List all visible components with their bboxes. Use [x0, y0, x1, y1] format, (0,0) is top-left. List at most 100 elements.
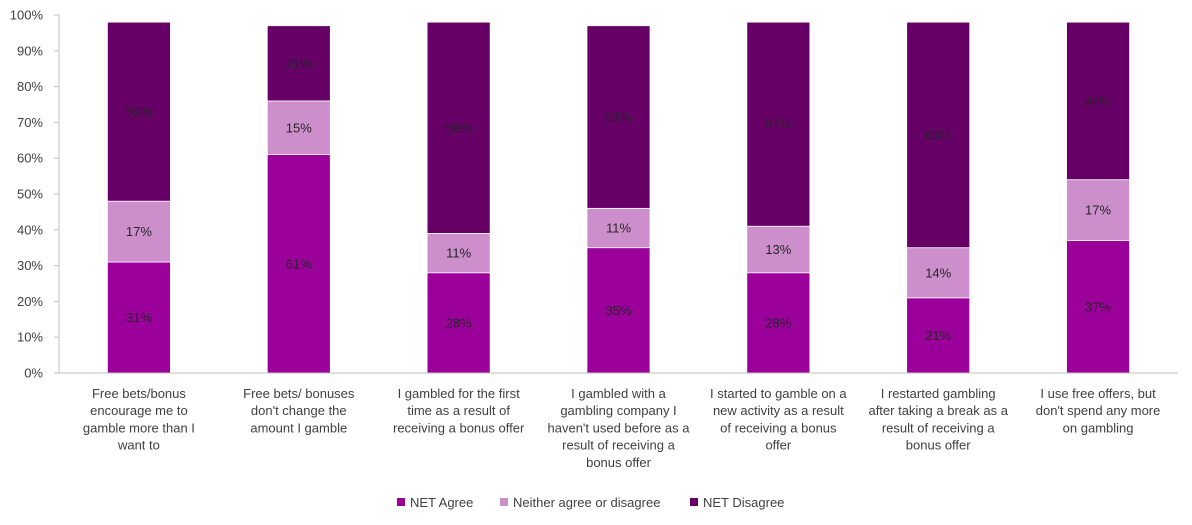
y-axis: 0% 10% 20% 30% 40% 50% 60% 70% 80% 90% 100% [10, 8, 60, 381]
y-tick-label: 40% [17, 222, 43, 237]
y-tick-label: 100% [10, 8, 44, 23]
bar-segment [906, 247, 971, 299]
bar-segment [1066, 240, 1130, 374]
data-label: 28% [446, 315, 472, 330]
x-category-label-line: don't spend any more [1036, 403, 1161, 418]
bar-segment [1066, 21, 1130, 181]
data-label: 11% [606, 221, 631, 236]
x-category-label-line: bonus offer [906, 438, 971, 453]
x-category-label-line: I use free offers, but [1040, 386, 1156, 401]
legend-item: NET Disagree [690, 495, 784, 510]
bar-stack: 28% 11% 59% [426, 21, 491, 374]
bar-segment [266, 100, 331, 155]
x-category-label-line: Free bets/ bonuses [243, 386, 355, 401]
legend-swatch [500, 498, 508, 506]
bar-segment [426, 272, 491, 374]
data-label: 17% [126, 224, 152, 239]
data-label: 21% [286, 56, 312, 71]
y-tick-label: 80% [17, 79, 43, 94]
bar-segment [426, 21, 491, 234]
bar-segment [586, 207, 651, 249]
x-category-label-line: on gambling [1063, 420, 1134, 435]
x-category-label-line: new activity as a result [713, 403, 844, 418]
x-category-label-line: I started to gamble on a [710, 386, 847, 401]
x-category-label-line: don't change the [251, 403, 347, 418]
bar-segment [746, 225, 811, 274]
bar-segment [586, 247, 651, 374]
y-tick-label: 50% [17, 187, 43, 202]
x-category-label: Free bets/ bonuses don't change the amount… [243, 386, 355, 435]
legend-item: NET Agree [397, 495, 473, 510]
x-category-label-line: I gambled with a [571, 386, 666, 401]
y-tick-label: 30% [17, 258, 43, 273]
x-category-label: I gambled with a gambling company I haven'… [548, 386, 691, 470]
y-tick-label: 70% [17, 115, 43, 130]
bar-segment [266, 25, 331, 102]
data-label: 59% [446, 120, 472, 135]
data-label: 17% [1085, 203, 1111, 218]
bars: 31% 17% 50% 61% 15% 21% 28% 11% 59% 35% 11% 51% 28% 1… [107, 21, 1130, 374]
x-category-label-line: result of receiving a [882, 420, 995, 435]
bar-segment [107, 21, 171, 202]
data-label: 50% [126, 104, 152, 119]
bar-stack: 28% 13% 57% [746, 21, 811, 374]
data-label: 35% [605, 303, 631, 318]
data-label: 51% [605, 110, 631, 125]
data-label: 14% [925, 265, 951, 280]
legend-swatch [397, 498, 405, 506]
legend: NET Agree Neither agree or disagree NET Di… [397, 495, 784, 510]
x-category-label-line: I gambled for the first [398, 386, 520, 401]
x-category-label-line: after taking a break as a [868, 403, 1008, 418]
x-category-label-line: gambling company I [560, 403, 676, 418]
x-category-label-line: Free bets/bonus [92, 386, 186, 401]
x-category-label-line: amount I gamble [250, 420, 347, 435]
bar-segment [906, 297, 971, 374]
x-category-label-line: gamble more than I [83, 420, 195, 435]
y-tick-label: 90% [17, 43, 43, 58]
bar-segment [107, 261, 171, 374]
x-category-label: I started to gamble on a new activity as … [710, 386, 847, 453]
x-category-label-line: offer [765, 438, 791, 453]
data-label: 44% [1085, 93, 1111, 108]
bar-stack: 21% 14% 63% [906, 21, 971, 374]
legend-label: NET Disagree [703, 495, 784, 510]
x-category-label-line: time as a result of [407, 403, 510, 418]
data-label: 61% [286, 256, 312, 271]
bar-stack: 37% 17% 44% [1066, 21, 1130, 374]
data-label: 13% [765, 242, 791, 257]
x-category-label-line: want to [117, 438, 160, 453]
x-category-label: I use free offers, but don't spend any mo… [1036, 386, 1161, 435]
data-label: 15% [286, 120, 312, 135]
y-tick-label: 20% [17, 294, 43, 309]
data-label: 28% [765, 315, 791, 330]
bar-segment [746, 21, 811, 227]
data-label: 31% [126, 310, 152, 325]
x-category-label: I gambled for the first time as a result … [393, 386, 525, 435]
data-label: 57% [765, 117, 791, 132]
bar-segment [1066, 179, 1130, 241]
y-tick-label: 60% [17, 151, 43, 166]
x-category-label-line: encourage me to [90, 403, 188, 418]
x-category-label-line: bonus offer [586, 455, 651, 470]
x-category-label-line: receiving a bonus offer [393, 420, 525, 435]
legend-label: NET Agree [410, 495, 473, 510]
data-label: 11% [446, 246, 471, 261]
x-axis: Free bets/bonus encourage me to gamble mor… [59, 372, 1178, 470]
bar-stack: 35% 11% 51% [586, 25, 651, 374]
y-tick-label: 10% [17, 330, 43, 345]
x-category-label-line: haven't used before as a [548, 420, 691, 435]
x-category-label: I restarted gambling after taking a break… [868, 386, 1008, 453]
data-label: 21% [925, 328, 951, 343]
bar-segment [906, 21, 971, 249]
legend-label: Neither agree or disagree [513, 495, 660, 510]
data-label: 63% [925, 127, 951, 142]
bar-stack: 31% 17% 50% [107, 21, 171, 374]
bar-stack: 61% 15% 21% [266, 25, 331, 374]
x-category-label-line: of receiving a bonus [720, 420, 837, 435]
legend-swatch [690, 498, 698, 506]
data-label: 37% [1085, 299, 1111, 314]
y-tick-label: 0% [24, 366, 43, 381]
x-category-label-line: I restarted gambling [881, 386, 996, 401]
x-category-label-line: result of receiving a [562, 438, 675, 453]
